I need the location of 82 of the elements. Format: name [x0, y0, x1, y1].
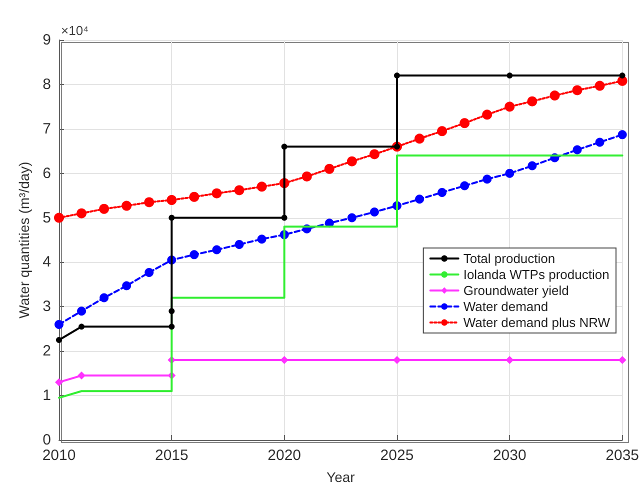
- point: [369, 149, 380, 160]
- legend-label: Groundwater yield: [463, 283, 569, 298]
- x-tick-label: 2015: [154, 447, 188, 464]
- point: [168, 308, 175, 314]
- point: [618, 130, 627, 140]
- point: [460, 181, 470, 190]
- y-tick-label: 1: [42, 387, 51, 404]
- point: [482, 110, 492, 120]
- point: [618, 356, 626, 364]
- x-tick-label: 2010: [42, 447, 76, 464]
- point: [168, 214, 175, 221]
- y-tick-label: 7: [42, 120, 51, 138]
- point: [346, 156, 357, 166]
- point: [394, 72, 400, 79]
- line-series: [58, 154, 624, 399]
- point: [144, 268, 154, 277]
- point: [212, 188, 222, 198]
- point: [212, 245, 222, 254]
- point: [482, 174, 492, 184]
- legend-label: Iolanda WTPs production: [463, 267, 610, 282]
- point: [122, 200, 132, 211]
- point: [257, 234, 266, 244]
- point: [166, 195, 177, 205]
- y-tick-label: 2: [42, 342, 51, 360]
- point: [281, 144, 288, 150]
- y-tick-label: 4: [42, 254, 51, 271]
- point: [370, 208, 379, 216]
- point: [190, 250, 199, 260]
- x-tick-label: 2030: [492, 447, 526, 464]
- y-tick-label: 6: [42, 164, 51, 182]
- point: [414, 134, 425, 144]
- point: [99, 204, 110, 214]
- point: [76, 208, 87, 218]
- point: [234, 185, 244, 196]
- point: [144, 197, 154, 208]
- point: [619, 72, 626, 79]
- point: [595, 138, 604, 147]
- point: [324, 164, 334, 174]
- y-tick-label: 3: [42, 298, 51, 316]
- point: [54, 212, 64, 223]
- x-tick-label: 2025: [380, 447, 414, 464]
- point: [504, 102, 515, 112]
- point: [54, 320, 64, 329]
- point: [347, 213, 356, 222]
- point: [56, 337, 62, 343]
- x-tick-label: 2020: [268, 447, 302, 464]
- point: [460, 118, 470, 128]
- legend-label: Water demand: [463, 299, 548, 314]
- point: [100, 293, 109, 302]
- x-axis-title: Year: [326, 469, 356, 485]
- point: [280, 356, 288, 364]
- legend-label: Water demand plus NRW: [463, 315, 611, 330]
- point: [281, 214, 288, 221]
- point: [122, 281, 132, 290]
- point: [572, 85, 582, 96]
- point: [594, 80, 605, 91]
- point: [256, 182, 267, 192]
- point: [77, 306, 86, 316]
- y-axis-title: Water quantities (m³/day): [16, 162, 32, 318]
- legend-label: Total production: [463, 251, 556, 266]
- point: [527, 96, 538, 106]
- y-tick-label: 0: [42, 432, 51, 448]
- x-tick-label: 2035: [606, 447, 640, 464]
- point: [438, 188, 447, 197]
- point: [528, 161, 537, 170]
- point: [78, 324, 85, 330]
- point: [415, 194, 424, 204]
- point: [506, 72, 513, 79]
- point: [55, 378, 63, 386]
- y-tick-label: 5: [42, 209, 51, 226]
- point: [302, 171, 312, 182]
- point: [168, 324, 175, 330]
- point: [550, 90, 560, 101]
- point: [437, 126, 448, 136]
- y-tick-label: 9: [42, 32, 51, 48]
- point: [505, 168, 514, 178]
- point: [572, 145, 582, 154]
- point: [189, 192, 200, 202]
- y-tick-label: 8: [42, 76, 51, 93]
- text: ×10⁴: [61, 23, 89, 38]
- point: [234, 240, 244, 249]
- point: [506, 356, 514, 364]
